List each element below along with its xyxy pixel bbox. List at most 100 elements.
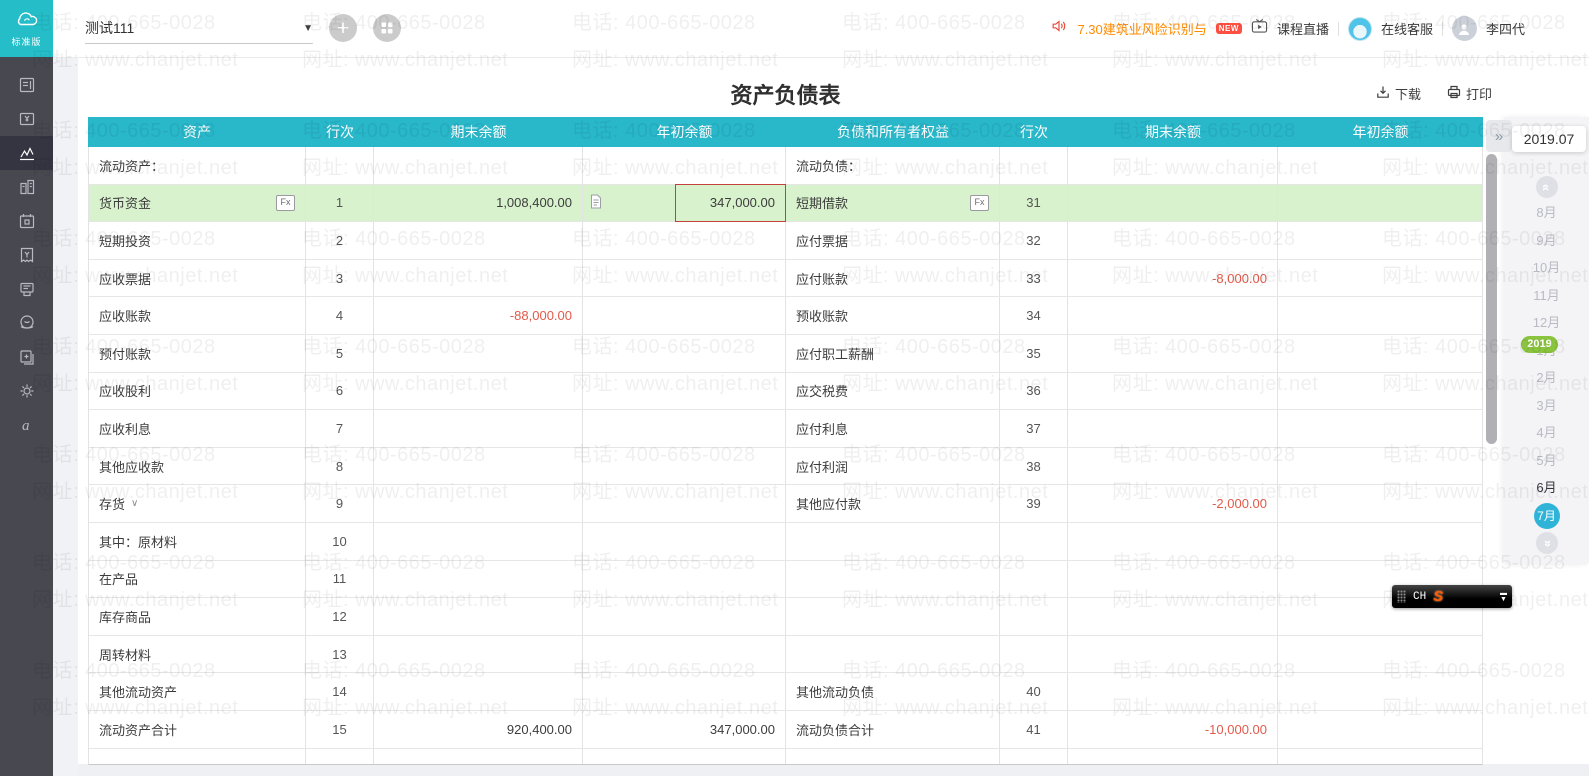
amount-cell[interactable] <box>374 673 583 710</box>
account-name-cell[interactable]: 应收股利 <box>89 372 306 410</box>
line-number-cell[interactable]: 32 <box>1000 222 1068 259</box>
download-button[interactable]: 下载 <box>1376 84 1421 103</box>
table-row[interactable]: 应收股利 6 应交税费 36 <box>89 372 1482 411</box>
month-item-7月[interactable]: 7月 <box>1504 502 1589 530</box>
table-row[interactable]: 其他应收款 8 应付利润 38 <box>89 447 1482 486</box>
line-number-cell[interactable]: 36 <box>1000 372 1068 410</box>
line-number-cell[interactable]: 14 <box>306 673 374 710</box>
sidebar-item-copy-docs-icon[interactable] <box>0 340 53 374</box>
line-number-cell[interactable]: 9 <box>306 485 374 522</box>
print-button[interactable]: 打印 <box>1447 84 1492 103</box>
chevron-down-icon[interactable]: ∨ <box>131 498 139 510</box>
sidebar-item-brand-a-icon[interactable]: a <box>0 408 53 442</box>
sidebar-item-invoice-icon[interactable] <box>0 238 53 272</box>
month-item-12月[interactable]: 12月 <box>1532 315 1561 330</box>
account-name-cell[interactable]: 库存商品 <box>89 598 306 635</box>
amount-cell[interactable] <box>1068 560 1278 598</box>
sidebar-item-coin-icon[interactable] <box>0 306 53 340</box>
amount-cell[interactable]: -8,000.00 <box>1068 259 1278 297</box>
amount-cell[interactable] <box>1278 485 1482 522</box>
line-number-cell[interactable]: 12 <box>306 598 374 635</box>
line-number-cell[interactable]: 10 <box>306 522 374 560</box>
amount-cell[interactable]: -88,000.00 <box>374 297 583 334</box>
table-row[interactable]: 流动资产合计 15 920,400.00 347,000.00 流动负债合计 41 -10,… <box>89 710 1482 749</box>
account-name-cell[interactable] <box>786 522 1000 560</box>
scroll-down-icon[interactable]: « <box>1535 532 1558 554</box>
account-name-cell[interactable]: 其中：原材料 <box>89 522 306 560</box>
account-name-cell[interactable]: 其他应付款 <box>786 485 1000 522</box>
amount-cell[interactable] <box>1068 222 1278 259</box>
line-number-cell[interactable]: 8 <box>306 447 374 485</box>
amount-cell[interactable] <box>1278 373 1482 410</box>
account-name-cell[interactable]: 流动负债合计 <box>786 710 1000 748</box>
amount-cell[interactable] <box>1278 222 1482 259</box>
account-name-cell[interactable]: 流动资产合计 <box>89 710 306 748</box>
amount-cell[interactable] <box>583 485 786 522</box>
line-number-cell[interactable]: 38 <box>1000 447 1068 485</box>
amount-cell[interactable] <box>1278 636 1482 673</box>
table-row[interactable]: 存货 ∨ 9 其他应付款 39 -2,000.00 <box>89 485 1482 523</box>
month-item-8月[interactable]: 8月 <box>1536 205 1557 220</box>
sidebar-item-receipt-icon[interactable] <box>0 272 53 306</box>
amount-cell[interactable] <box>583 447 786 485</box>
table-row[interactable]: 应收账款 4 -88,000.00 预收账款 34 <box>89 297 1482 335</box>
account-set-selector[interactable]: 测试111 ▼ <box>85 13 313 44</box>
announcement-link[interactable]: 7.30建筑业风险识别与 <box>1077 22 1207 37</box>
amount-cell[interactable] <box>1068 334 1278 372</box>
account-name-cell[interactable]: 预收账款 <box>786 297 1000 334</box>
table-row[interactable]: 货币资金 Fx 1 1,008,400.00 347,000.00 短期借款 Fx 31 <box>89 183 1482 223</box>
live-course-link[interactable]: 课程直播 <box>1276 22 1329 37</box>
formula-icon[interactable]: Fx <box>970 194 989 211</box>
line-number-cell[interactable]: 37 <box>1000 410 1068 447</box>
amount-cell[interactable] <box>374 522 583 560</box>
account-name-cell[interactable]: 货币资金 Fx <box>89 184 306 222</box>
amount-cell[interactable]: 1,008,400.00 <box>374 184 583 222</box>
month-item-3月[interactable]: 3月 <box>1536 397 1557 413</box>
account-name-cell[interactable] <box>786 635 1000 673</box>
amount-cell[interactable] <box>1278 523 1482 560</box>
account-name-cell[interactable]: 其他流动负债 <box>786 673 1000 710</box>
amount-cell[interactable]: 347,000.00 <box>583 710 786 748</box>
line-number-cell[interactable]: 13 <box>306 635 374 673</box>
sidebar-item-voucher-icon[interactable] <box>0 102 53 136</box>
amount-cell[interactable] <box>1068 598 1278 635</box>
amount-cell[interactable]: -10,000.00 <box>1068 710 1278 748</box>
amount-cell[interactable] <box>374 485 583 522</box>
amount-cell[interactable] <box>583 598 786 635</box>
amount-cell[interactable] <box>583 334 786 372</box>
account-name-cell[interactable]: 在产品 <box>89 560 306 598</box>
account-name-cell[interactable]: 应付账款 <box>786 259 1000 297</box>
table-row[interactable]: 预付账款 5 应付职工薪酬 35 <box>89 334 1482 373</box>
amount-cell[interactable]: 347,000.00 <box>583 183 786 223</box>
account-name-cell[interactable]: 应付票据 <box>786 222 1000 259</box>
table-section-row[interactable]: 流动资产： 流动负债： <box>89 147 1482 185</box>
table-row[interactable]: 库存商品 12 <box>89 598 1482 636</box>
line-number-cell[interactable]: 2 <box>306 222 374 259</box>
table-row[interactable]: 在产品 11 <box>89 560 1482 599</box>
table-row[interactable]: 周转材料 13 <box>89 635 1482 674</box>
line-number-cell[interactable]: 6 <box>306 372 374 410</box>
amount-cell[interactable] <box>1278 297 1482 334</box>
amount-cell[interactable] <box>1068 522 1278 560</box>
account-name-cell[interactable]: 预付账款 <box>89 334 306 372</box>
amount-cell[interactable] <box>1068 410 1278 447</box>
line-number-cell[interactable]: 34 <box>1000 297 1068 334</box>
amount-cell[interactable] <box>583 297 786 334</box>
ime-language-bar[interactable]: CH S ▬ ▼ <box>1392 585 1512 608</box>
account-name-cell[interactable]: 应付职工薪酬 <box>786 334 1000 372</box>
horizontal-scrollbar-track[interactable] <box>78 764 1589 776</box>
line-number-cell[interactable]: 39 <box>1000 485 1068 522</box>
table-row[interactable]: 应收票据 3 应付账款 33 -8,000.00 <box>89 259 1482 298</box>
line-number-cell[interactable]: 1 <box>306 184 374 222</box>
month-item-2月[interactable]: 2月 <box>1536 370 1557 385</box>
account-name-cell[interactable]: 应付利润 <box>786 447 1000 485</box>
line-number-cell[interactable]: 11 <box>306 560 374 598</box>
online-support-link[interactable]: 在线客服 <box>1380 22 1433 37</box>
amount-cell[interactable] <box>583 372 786 410</box>
ime-language-label[interactable]: CH <box>1413 590 1427 603</box>
apps-grid-button[interactable] <box>373 14 401 42</box>
account-name-cell[interactable]: 应交税费 <box>786 372 1000 410</box>
account-name-cell[interactable]: 应收票据 <box>89 259 306 297</box>
amount-cell[interactable] <box>1278 185 1482 222</box>
table-row[interactable]: 应收利息 7 应付利息 37 <box>89 410 1482 448</box>
